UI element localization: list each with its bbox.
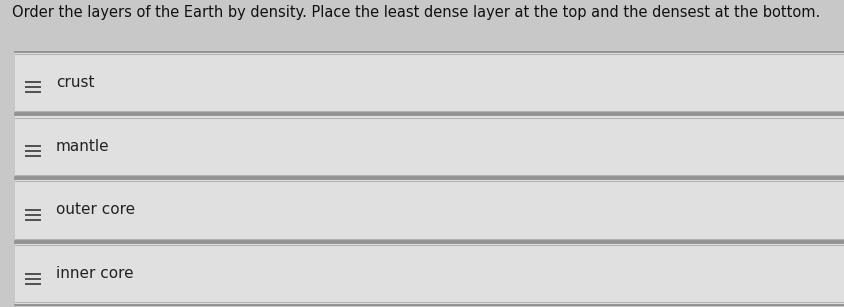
- Bar: [15, 179, 844, 241]
- Text: outer core: outer core: [56, 203, 135, 217]
- Bar: [15, 52, 844, 113]
- Text: inner core: inner core: [56, 266, 133, 281]
- Text: Order the layers of the Earth by density. Place the least dense layer at the top: Order the layers of the Earth by density…: [12, 5, 820, 20]
- Text: crust: crust: [56, 75, 95, 90]
- Text: mantle: mantle: [56, 139, 110, 154]
- Bar: [15, 243, 844, 305]
- Bar: [15, 115, 844, 177]
